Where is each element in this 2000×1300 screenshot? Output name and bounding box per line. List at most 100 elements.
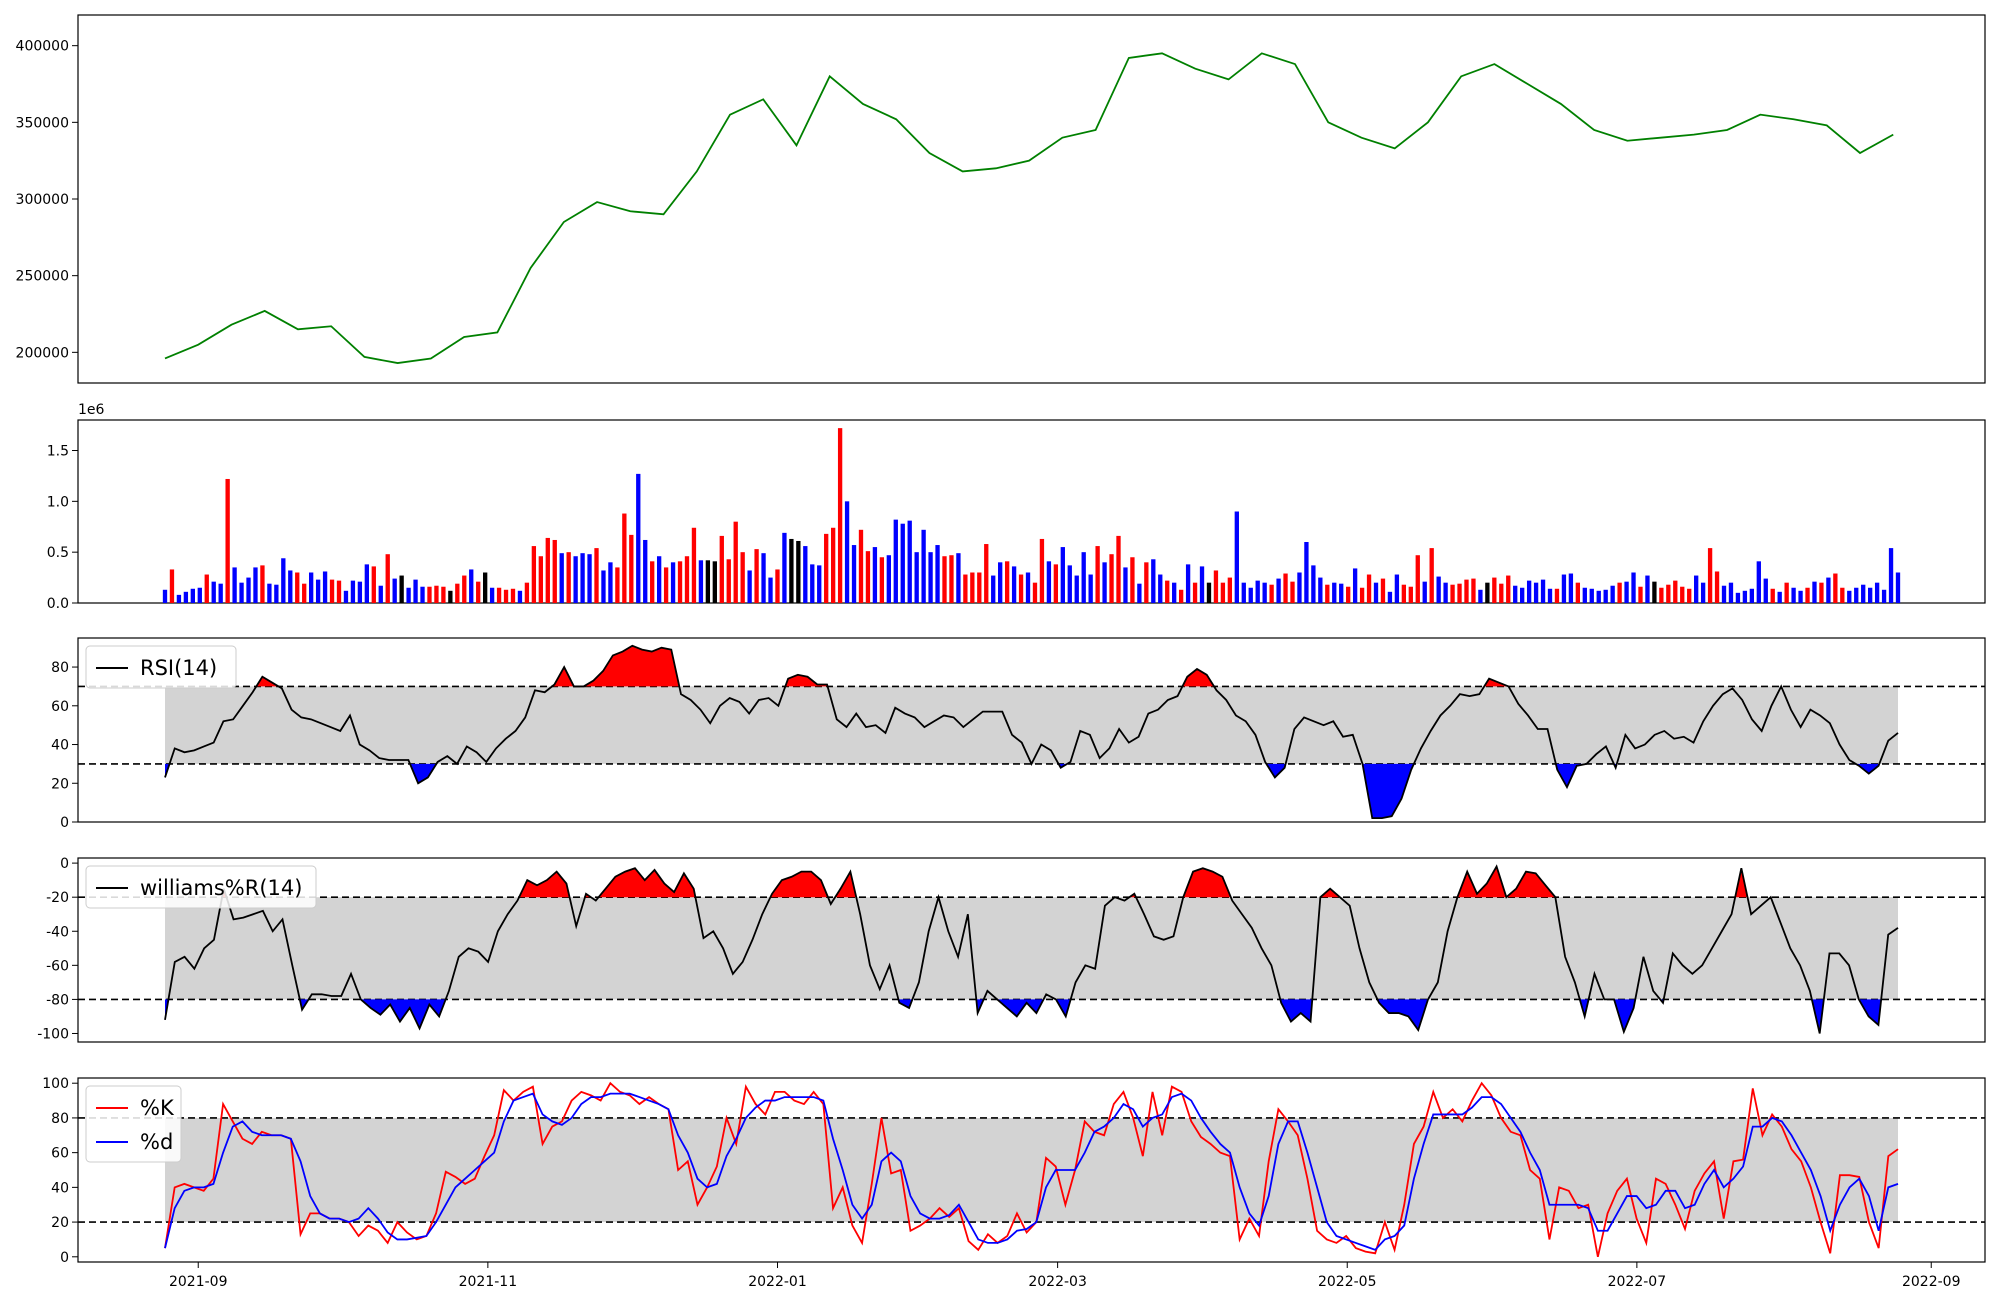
- volume-bar: [260, 565, 265, 603]
- volume-bar: [1359, 587, 1365, 603]
- williams-point: [1878, 1024, 1880, 1026]
- volume-bar: [1631, 572, 1636, 603]
- stochastic-point: [1665, 1183, 1667, 1185]
- rsi-point: [485, 761, 487, 763]
- williams-point: [1368, 982, 1370, 984]
- rsi-point: [1401, 798, 1403, 800]
- stochastic-point: [164, 1247, 166, 1249]
- williams-point: [1055, 999, 1057, 1001]
- stochastic-point: [222, 1152, 224, 1154]
- stochastic-point: [1161, 1114, 1163, 1116]
- rsi-point: [1342, 736, 1344, 738]
- rsi-point: [1274, 777, 1276, 779]
- volume-bar: [1610, 585, 1615, 603]
- stochastic-point: [1752, 1126, 1754, 1128]
- stochastic-point: [1636, 1218, 1638, 1220]
- rsi-point: [1829, 722, 1831, 724]
- volume-bar: [1589, 588, 1594, 603]
- stochastic-point: [561, 1124, 563, 1126]
- williams-point: [438, 1016, 440, 1018]
- stochastic-point: [1316, 1230, 1318, 1232]
- williams-point: [1780, 922, 1782, 924]
- price-point: [829, 76, 831, 78]
- volume-bar: [1074, 575, 1079, 603]
- volume-bar: [1130, 557, 1135, 603]
- williams-point: [1398, 1012, 1400, 1014]
- stochastic-point: [706, 1187, 708, 1189]
- stochastic-point: [1423, 1143, 1425, 1145]
- rsi-point: [1128, 742, 1130, 744]
- rsi-point: [1264, 761, 1266, 763]
- stochastic-point: [1055, 1169, 1057, 1171]
- rsi-point: [281, 688, 283, 690]
- volume-bar: [886, 555, 891, 603]
- volume-bar: [211, 581, 216, 603]
- rsi-point: [778, 705, 780, 707]
- rsi-point: [1459, 693, 1461, 695]
- williams-point: [1153, 936, 1155, 938]
- stochastic-point: [784, 1091, 786, 1093]
- williams-point: [1594, 973, 1596, 975]
- volume-bar: [837, 428, 843, 603]
- williams-point: [184, 956, 186, 958]
- stochastic-point: [1103, 1134, 1105, 1136]
- rsi-point: [223, 720, 225, 722]
- price-point: [1327, 122, 1329, 124]
- stochastic-point: [1007, 1235, 1009, 1237]
- volume-bar: [1220, 582, 1226, 603]
- stochastic-point: [1026, 1228, 1028, 1230]
- volume-bar: [183, 591, 189, 603]
- williams-point: [360, 999, 362, 1001]
- stochastic-point: [1297, 1134, 1299, 1136]
- williams-point: [478, 951, 480, 953]
- williams-point: [213, 939, 215, 941]
- volume-bar: [1568, 573, 1574, 603]
- rsi-point: [1673, 738, 1675, 740]
- williams-oversold-fill: [1579, 999, 1589, 1017]
- volume-bar: [309, 572, 314, 603]
- rsi-legend-label: RSI(14): [140, 656, 217, 680]
- volume-bar: [1561, 574, 1567, 603]
- rsi-point: [1186, 676, 1188, 678]
- volume-ytick-label: 1.5: [47, 444, 69, 460]
- stochastic-point: [939, 1218, 941, 1220]
- williams-point: [262, 910, 264, 912]
- rsi-point: [1070, 761, 1072, 763]
- rsi-point: [758, 699, 760, 701]
- rsi-point: [661, 647, 663, 649]
- williams-point: [1496, 866, 1498, 868]
- stochastic-point: [1539, 1169, 1541, 1171]
- williams-point: [1408, 1016, 1410, 1018]
- stochastic-point: [1655, 1204, 1657, 1206]
- williams-point: [321, 994, 323, 996]
- stochastic-point: [1326, 1239, 1328, 1241]
- volume-bar: [935, 545, 940, 603]
- price-point: [1427, 122, 1429, 124]
- williams-point: [1349, 905, 1351, 907]
- williams-point: [370, 1007, 372, 1009]
- stochastic-point: [1152, 1117, 1154, 1119]
- volume-bar: [998, 562, 1003, 603]
- rsi-point: [563, 666, 565, 668]
- volume-bar: [1172, 582, 1177, 603]
- rsi-point: [1099, 757, 1101, 759]
- stochastic-point: [600, 1096, 602, 1098]
- volume-bar: [1046, 561, 1052, 603]
- volume-bar: [197, 587, 202, 603]
- williams-point: [1173, 936, 1175, 938]
- stochastic-point: [677, 1134, 679, 1136]
- volume-bar: [1624, 581, 1629, 603]
- stochastic-point: [319, 1213, 321, 1215]
- stochastic-point: [309, 1213, 311, 1215]
- volume-bar: [803, 546, 808, 603]
- price-point: [1128, 57, 1130, 59]
- stochastic-point: [1520, 1131, 1522, 1133]
- stochastic-point: [1152, 1091, 1154, 1093]
- stochastic-point: [358, 1218, 360, 1220]
- volume-bar: [420, 586, 425, 603]
- rsi-point: [1284, 767, 1286, 769]
- williams-line: [164, 864, 1899, 1035]
- volume-ytick-label: 0.5: [47, 545, 69, 561]
- williams-point: [1633, 1007, 1635, 1009]
- volume-bar: [406, 587, 411, 603]
